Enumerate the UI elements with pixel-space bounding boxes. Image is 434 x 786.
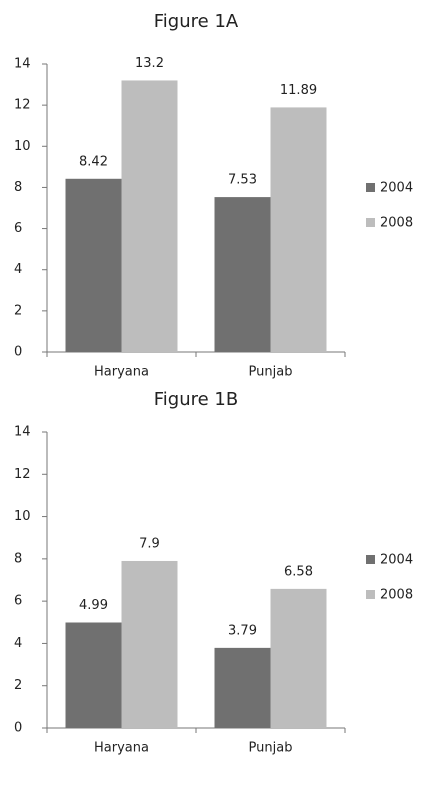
legend-label: 2004 xyxy=(380,553,413,568)
y-tick-label: 12 xyxy=(14,98,31,113)
bar xyxy=(65,622,122,728)
y-tick-label: 0 xyxy=(14,345,22,360)
bar xyxy=(214,197,271,352)
y-tick-label: 6 xyxy=(14,594,22,609)
value-label: 7.9 xyxy=(139,536,160,551)
legend-label: 2008 xyxy=(380,588,413,603)
y-tick-label: 0 xyxy=(14,721,22,736)
bar xyxy=(270,107,327,352)
legend-swatch xyxy=(366,555,375,564)
x-tick-label: Punjab xyxy=(249,365,293,380)
y-tick-label: 10 xyxy=(14,509,31,524)
y-tick-label: 8 xyxy=(14,180,22,195)
x-tick-label: Haryana xyxy=(94,741,149,756)
y-tick-label: 2 xyxy=(14,678,22,693)
value-label: 3.79 xyxy=(228,623,257,638)
y-tick-label: 4 xyxy=(14,636,22,651)
bar xyxy=(214,647,271,728)
y-tick-label: 4 xyxy=(14,262,22,277)
legend-swatch xyxy=(366,590,375,599)
value-label: 7.53 xyxy=(228,173,257,188)
y-tick-label: 6 xyxy=(14,221,22,236)
x-tick-label: Punjab xyxy=(249,741,293,756)
bar xyxy=(121,560,178,728)
legend-swatch xyxy=(366,218,375,227)
x-tick-label: Haryana xyxy=(94,365,149,380)
value-label: 4.99 xyxy=(79,598,108,613)
chart-title: Figure 1B xyxy=(154,389,238,410)
bar xyxy=(65,178,122,352)
bar xyxy=(270,588,327,728)
y-tick-label: 8 xyxy=(14,551,22,566)
value-label: 6.58 xyxy=(284,564,313,579)
legend-label: 2004 xyxy=(380,181,413,196)
legend-label: 2008 xyxy=(380,216,413,231)
legend-swatch xyxy=(366,183,375,192)
value-label: 11.89 xyxy=(280,83,317,98)
chart-title: Figure 1A xyxy=(154,11,239,32)
y-tick-label: 10 xyxy=(14,139,31,154)
bar xyxy=(121,80,178,352)
y-tick-label: 12 xyxy=(14,467,31,482)
y-tick-label: 14 xyxy=(14,425,31,440)
y-tick-label: 2 xyxy=(14,303,22,318)
value-label: 13.2 xyxy=(135,56,164,71)
y-tick-label: 14 xyxy=(14,57,31,72)
value-label: 8.42 xyxy=(79,154,108,169)
